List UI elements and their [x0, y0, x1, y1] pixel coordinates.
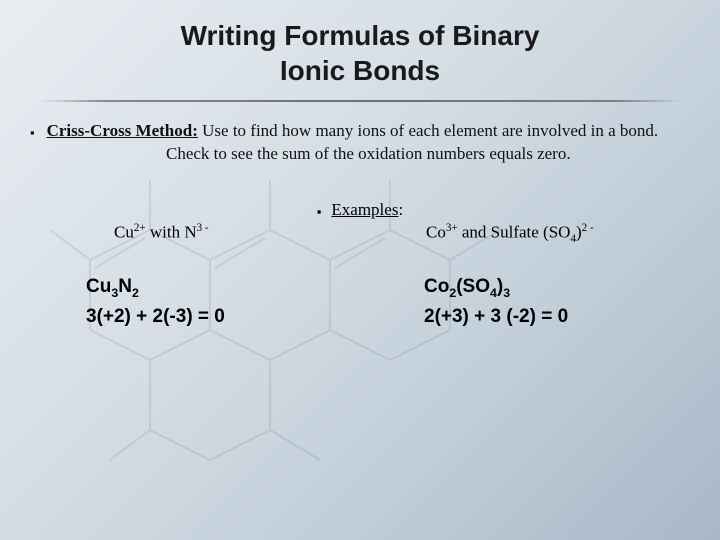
ion-pairs-row: Cu2+ with N3 - Co3+ and Sulfate (SO4)2 -	[30, 222, 690, 245]
formula-row: Cu3N2 3(+2) + 2(-3) = 0 Co2(SO4)3 2(+3) …	[30, 273, 690, 330]
method-line2: Check to see the sum of the oxidation nu…	[47, 143, 690, 166]
right-ion-b: SO	[549, 223, 571, 242]
formula-left-compound: Cu3N2	[86, 273, 352, 303]
method-line1: Use to find how many ions of each elemen…	[198, 121, 658, 140]
formula-right: Co2(SO4)3 2(+3) + 3 (-2) = 0	[352, 273, 690, 330]
left-ion-b: N	[184, 223, 196, 242]
formula-left: Cu3N2 3(+2) + 2(-3) = 0	[30, 273, 352, 330]
fr-c-sub: 3	[503, 286, 510, 300]
method-label: Criss-Cross Method:	[47, 121, 198, 140]
fl-b: N	[118, 276, 132, 297]
examples-header: ▪ Examples:	[30, 200, 690, 220]
bullet-icon: ▪	[317, 204, 322, 220]
right-mid: and Sulfate (	[458, 223, 549, 242]
fr-b: (SO	[456, 276, 490, 297]
right-ion-b-charge: 2 -	[582, 222, 594, 234]
slide-content: Writing Formulas of Binary Ionic Bonds ▪…	[0, 0, 720, 350]
method-bullet: ▪ Criss-Cross Method: Use to find how ma…	[30, 120, 690, 166]
title-line-1: Writing Formulas of Binary	[181, 20, 540, 51]
ion-pair-left: Cu2+ with N3 -	[30, 222, 378, 245]
formula-left-check: 3(+2) + 2(-3) = 0	[86, 303, 352, 331]
left-ion-a-charge: 2+	[134, 222, 146, 234]
ion-pair-right: Co3+ and Sulfate (SO4)2 -	[378, 222, 690, 245]
left-ion-b-charge: 3 -	[197, 222, 209, 234]
left-mid: with	[146, 223, 185, 242]
fl-a: Cu	[86, 276, 111, 297]
right-ion-a-charge: 3+	[446, 222, 458, 234]
right-ion-a: Co	[426, 223, 446, 242]
fl-b-sub: 2	[132, 286, 139, 300]
bullet-icon: ▪	[30, 124, 35, 142]
fr-a: Co	[424, 276, 449, 297]
formula-right-check: 2(+3) + 3 (-2) = 0	[424, 303, 690, 331]
formula-right-compound: Co2(SO4)3	[424, 273, 690, 303]
examples-label: Examples	[331, 200, 398, 219]
title-underline	[40, 100, 680, 102]
slide-title: Writing Formulas of Binary Ionic Bonds	[30, 18, 690, 100]
method-text: Criss-Cross Method: Use to find how many…	[47, 120, 690, 166]
title-line-2: Ionic Bonds	[280, 55, 440, 86]
fr-b-sub: 4	[490, 286, 497, 300]
left-ion-a: Cu	[114, 223, 134, 242]
